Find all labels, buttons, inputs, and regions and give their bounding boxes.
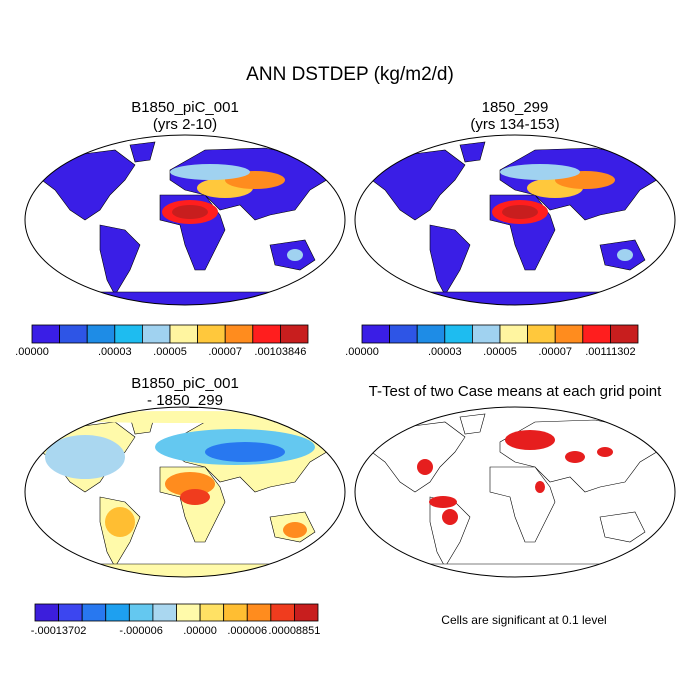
panel-subtitle: (yrs 2-10) — [153, 116, 217, 133]
colorbar-box — [59, 324, 88, 344]
colorbar-label: .00103846 — [254, 346, 306, 358]
panel-subtitle: - 1850_299 — [147, 392, 223, 409]
colorbar-label: .00005 — [153, 346, 187, 358]
colorbar-box — [252, 324, 281, 344]
colorbar-label: .00007 — [208, 346, 242, 358]
colorbar-box — [176, 603, 201, 622]
colorbar-box — [582, 324, 611, 344]
colorbar-label: .00007 — [538, 346, 572, 358]
colorbar-box — [199, 603, 225, 622]
panel-note: Cells are significant at 0.1 level — [441, 613, 606, 627]
map — [354, 406, 676, 578]
colorbar-box — [141, 324, 171, 344]
colorbar-label: .00003 — [98, 346, 132, 358]
panel-title: B1850_piC_001 — [131, 99, 239, 116]
colorbar-box — [499, 324, 529, 344]
colorbar-box — [58, 603, 83, 622]
colorbar-box — [81, 603, 107, 622]
figure-title: ANN DSTDEP (kg/m2/d) — [246, 64, 454, 85]
colorbar-box — [246, 603, 272, 622]
panel-title: 1850_299 — [482, 99, 549, 116]
colorbar-box — [279, 324, 309, 344]
map — [24, 134, 346, 306]
colorbar-box — [294, 603, 319, 622]
colorbar-label: .00000 — [345, 346, 379, 358]
colorbar-box — [31, 324, 61, 344]
panel-title: B1850_piC_001 — [131, 375, 239, 392]
colorbar-box — [224, 324, 254, 344]
colorbar-box — [86, 324, 116, 344]
colorbar-label: .00000 — [183, 625, 217, 637]
colorbar-label: .00003 — [428, 346, 462, 358]
colorbar-box — [223, 603, 248, 622]
colorbar-label: .000006 — [227, 625, 267, 637]
colorbar-box — [152, 603, 177, 622]
colorbar-box — [416, 324, 446, 344]
colorbar-label: -.000006 — [119, 625, 162, 637]
colorbar-label: .00008851 — [268, 625, 320, 637]
colorbar-label: .00005 — [483, 346, 517, 358]
colorbar-box — [444, 324, 473, 344]
colorbar-box — [34, 603, 59, 622]
colorbar-box — [554, 324, 584, 344]
colorbar-box — [169, 324, 199, 344]
colorbar-box — [610, 324, 639, 344]
colorbar-label: .00111302 — [585, 346, 635, 358]
colorbar-box — [128, 603, 154, 622]
panel-title: T-Test of two Case means at each grid po… — [369, 383, 662, 400]
panel-subtitle: (yrs 134-153) — [470, 116, 559, 133]
colorbar-box — [197, 324, 226, 344]
colorbar-box — [389, 324, 418, 344]
colorbar-label: -.00013702 — [31, 625, 87, 637]
colorbar-box — [471, 324, 501, 344]
colorbar-label: .00000 — [15, 346, 49, 358]
colorbar-box — [527, 324, 556, 344]
map — [354, 134, 676, 306]
colorbar-box — [361, 324, 391, 344]
map — [24, 406, 346, 578]
colorbar-box — [114, 324, 143, 344]
colorbar-box — [270, 603, 295, 622]
colorbar-box — [105, 603, 130, 622]
